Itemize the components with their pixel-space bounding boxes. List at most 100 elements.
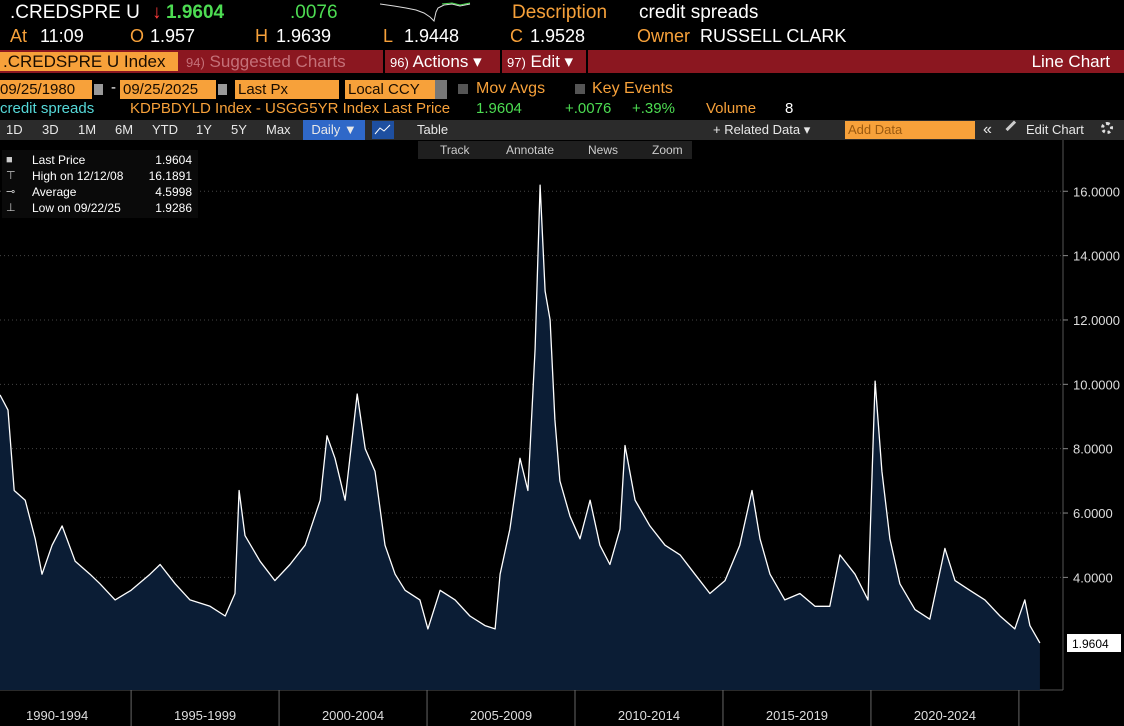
separator (586, 50, 588, 73)
legend-label: Last Price (32, 153, 86, 167)
x-tick-label: 2015-2019 (766, 708, 828, 723)
menu-num: 96) (390, 55, 409, 70)
legend-icon: ⊥ (6, 202, 16, 214)
y-tick-label: 10.0000 (1073, 377, 1120, 392)
field-select[interactable]: Last Px (235, 80, 339, 99)
frequency[interactable]: Daily ▼ (303, 120, 365, 140)
end-date[interactable]: 09/25/2025 (120, 80, 216, 99)
menu-item[interactable]: 97) Edit ▾ (507, 50, 573, 73)
x-tick-label: 2005-2009 (470, 708, 532, 723)
edit-chart[interactable]: Edit Chart (1026, 122, 1084, 137)
change: .0076 (290, 2, 338, 23)
period-button[interactable]: Max (266, 122, 291, 137)
time: 11:09 (40, 26, 84, 46)
separator (383, 50, 385, 73)
menu-bar (0, 50, 1124, 73)
y-tick-label: 12.0000 (1073, 313, 1120, 328)
key-events[interactable]: Key Events (592, 80, 673, 97)
period-button[interactable]: 1M (78, 122, 97, 137)
dropdown-arrow[interactable] (435, 80, 447, 99)
series-name: credit spreads (0, 100, 95, 117)
chart-tool[interactable]: Zoom (652, 143, 683, 157)
mov-avgs[interactable]: Mov Avgs (476, 80, 546, 97)
close-label: C (510, 26, 523, 46)
legend-icon: ■ (6, 154, 13, 166)
start-date[interactable]: 09/25/1980 (0, 80, 92, 99)
period-button[interactable]: 5Y (231, 122, 247, 137)
legend-icon: ⊸ (6, 186, 16, 198)
x-tick-label: 1995-1999 (174, 708, 236, 723)
ticker: .CREDSPRE U (10, 2, 140, 23)
chart-type: Line Chart (1031, 52, 1110, 71)
sparkline (380, 2, 471, 22)
legend-value: 1.9604 (155, 153, 192, 167)
period-button[interactable]: 1D (6, 122, 23, 137)
period-button[interactable]: 3D (42, 122, 59, 137)
y-tick-label: 8.0000 (1073, 442, 1113, 457)
high: 1.9639 (276, 26, 332, 46)
collapse-button[interactable]: « (983, 121, 992, 138)
currency-select[interactable]: Local CCY (345, 80, 435, 99)
menu-num: 97) (507, 55, 526, 70)
period-button[interactable]: YTD (152, 122, 178, 137)
chart-tool[interactable]: News (588, 143, 619, 157)
y-tick-label: 14.0000 (1073, 249, 1120, 264)
legend: ■ Last Price 1.9604 ⊤ High on 12/12/08 16.189… (2, 150, 198, 218)
checkbox[interactable] (458, 84, 468, 94)
close: 1.9528 (530, 26, 586, 46)
low-label: L (383, 26, 394, 46)
calendar-icon[interactable] (218, 84, 227, 95)
at-label: At (10, 26, 28, 46)
owner-label: Owner (637, 26, 691, 46)
chart-style-icon[interactable] (372, 121, 394, 139)
chart: 4.0000 6.0000 8.0000 10.0000 12.0000 14.0000 1… (0, 140, 1121, 726)
high-label: H (255, 26, 268, 46)
x-tick-label: 1990-1994 (26, 708, 88, 723)
last-price: 1.9604 (166, 2, 225, 23)
menu-label: Actions ▾ (412, 52, 482, 71)
x-tick-label: 2000-2004 (322, 708, 384, 723)
period-button[interactable]: 6M (115, 122, 134, 137)
x-tick-label: 2020-2024 (914, 708, 976, 723)
legend-label: High on 12/12/08 (32, 169, 124, 183)
last-value-box (1067, 634, 1121, 653)
owner: RUSSELL CLARK (700, 26, 847, 46)
y-tick-label: 16.0000 (1073, 184, 1120, 199)
legend-label: Average (32, 185, 77, 199)
chart-tool[interactable]: Track (440, 143, 470, 157)
date-dash: - (111, 79, 116, 96)
open: 1.957 (150, 26, 196, 46)
y-tick-label: 4.0000 (1073, 570, 1113, 585)
menu-item[interactable]: 96) Actions ▾ (390, 50, 482, 73)
info-pct-change: +.39% (632, 100, 675, 117)
chart-tools: Track Annotate News Zoom (418, 141, 692, 159)
table-button[interactable]: Table (417, 122, 449, 137)
low: 1.9448 (404, 26, 460, 46)
legend-label: Low on 09/22/25 (32, 201, 121, 215)
legend-value: 1.9286 (155, 201, 192, 215)
menu-num: 94) (186, 55, 205, 70)
security-field[interactable]: .CREDSPRE U Index (0, 52, 178, 71)
menu-label: Suggested Charts (209, 52, 346, 71)
checkbox[interactable] (575, 84, 585, 94)
description-label: Description (512, 2, 608, 23)
volume-label: Volume (706, 100, 757, 117)
legend-value: 4.5998 (155, 185, 192, 199)
line (0, 184, 1041, 644)
add-data-field[interactable]: Add Data (845, 121, 975, 139)
related-data[interactable]: + Related Data ▾ (713, 122, 811, 137)
chart-tool[interactable]: Annotate (506, 143, 555, 157)
series-expression: KDPBDYLD Index - USGG5YR Index Last Pric… (130, 100, 451, 117)
legend-value: 16.1891 (148, 169, 192, 183)
down-arrow: ↓ (152, 2, 162, 23)
menu-label: Edit ▾ (530, 52, 574, 71)
x-tick-label: 2010-2014 (618, 708, 680, 723)
period-button[interactable]: 1Y (196, 122, 212, 137)
gear-icon[interactable] (1101, 122, 1113, 134)
menu-item[interactable]: 94) Suggested Charts (186, 50, 346, 73)
info-last: 1.9604 (476, 100, 522, 117)
area (0, 185, 1040, 690)
y-tick-label: 6.0000 (1073, 506, 1113, 521)
calendar-icon[interactable] (94, 84, 103, 95)
